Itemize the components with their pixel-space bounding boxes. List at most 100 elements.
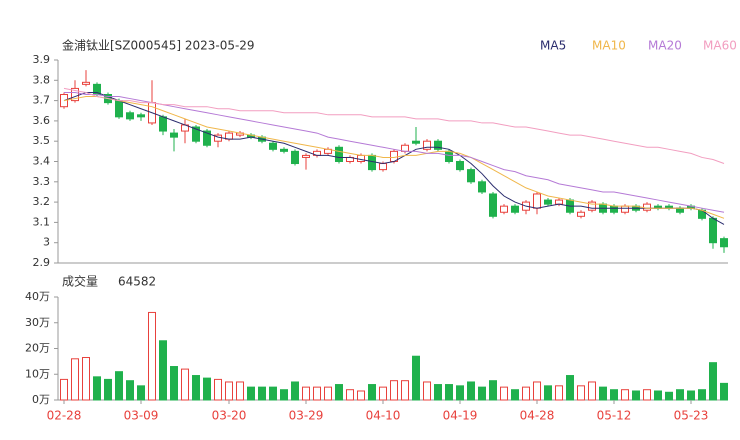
legend-entry: MA5 [540, 39, 566, 53]
volume-bar [159, 340, 167, 401]
volume-bar [412, 355, 420, 401]
candle-body [192, 126, 200, 142]
y-tick-label: 40万 [25, 290, 50, 303]
volume-bar [324, 386, 332, 401]
volume-bar [302, 386, 310, 401]
volume-bar [82, 357, 90, 401]
chart-title: 金浦钛业[SZ000545] 2023-05-29 [62, 38, 255, 53]
candle-body [577, 211, 585, 217]
ma-line [63, 91, 725, 225]
x-tick-label: 04-19 [443, 409, 478, 423]
volume-bar [390, 380, 398, 401]
ma-line [63, 87, 725, 164]
volume-bar [522, 386, 530, 401]
y-tick-label: 3.3 [33, 175, 51, 188]
volume-bar [434, 384, 442, 401]
candle-body [676, 207, 684, 213]
candle-body [335, 146, 343, 162]
volume-bar [533, 381, 541, 401]
y-tick-label: 3.8 [33, 73, 51, 86]
y-tick-label: 3.2 [33, 195, 51, 208]
y-tick-label: 20万 [25, 342, 50, 355]
volume-bar [137, 385, 145, 401]
y-tick-label: 3.5 [33, 134, 51, 147]
candle-body [423, 140, 431, 150]
candle-body [500, 205, 508, 213]
candle-body [456, 161, 464, 171]
volume-bar [566, 375, 574, 401]
volume-bar [489, 380, 497, 401]
volume-bar [500, 386, 508, 401]
volume-bar [71, 358, 79, 401]
candle-body [71, 87, 79, 102]
y-tick-label: 3.9 [33, 53, 51, 66]
y-tick-label: 3 [43, 236, 50, 249]
volume-bar [269, 386, 277, 401]
y-tick-label: 3.7 [33, 94, 51, 107]
volume-bar [115, 371, 123, 401]
candle-body [159, 116, 167, 132]
volume-bar [511, 389, 519, 401]
volume-bar [280, 389, 288, 401]
candle-body [643, 203, 651, 211]
volume-bar [225, 381, 233, 401]
volume-bar [170, 366, 178, 401]
volume-bar [423, 381, 431, 401]
x-tick-label: 05-23 [674, 409, 709, 423]
candle-body [511, 205, 519, 213]
volume-bar [555, 385, 563, 401]
volume-bar [368, 384, 376, 401]
volume-bar [643, 389, 651, 401]
volume-bar [192, 375, 200, 401]
volume-bar [148, 311, 156, 401]
y-tick-label: 2.9 [33, 256, 51, 269]
volume-bar [203, 377, 211, 401]
volume-bar [445, 384, 453, 401]
y-tick-label: 3.6 [33, 114, 51, 127]
volume-bar [335, 384, 343, 401]
x-tick-label: 03-20 [212, 409, 247, 423]
ma-line [63, 96, 725, 219]
candle-body [610, 205, 618, 213]
candle-body [203, 130, 211, 146]
volume-bar [687, 390, 695, 401]
volume-bar [698, 389, 706, 401]
candle-body [533, 193, 541, 209]
volume-bar [632, 390, 640, 401]
volume-bar [676, 389, 684, 401]
volume-bar [291, 381, 299, 401]
volume-bar [621, 389, 629, 401]
x-tick-label: 03-29 [289, 409, 324, 423]
volume-bar [478, 386, 486, 401]
candle-body [544, 199, 552, 205]
ma-line [64, 91, 725, 213]
candle-body [82, 81, 90, 85]
volume-bar [588, 381, 596, 401]
volume-bar [247, 386, 255, 401]
candle-body [280, 148, 288, 152]
candle-body [434, 140, 442, 150]
volume-bar [60, 378, 68, 401]
volume-bar [401, 380, 409, 401]
y-tick-label: 0万 [32, 393, 50, 406]
volume-bar [357, 390, 365, 401]
y-tick-label: 3.4 [33, 155, 51, 168]
legend-entry: MA20 [648, 39, 682, 53]
candle-body [60, 94, 68, 108]
candle-body [621, 205, 629, 213]
volume-bar [577, 385, 585, 401]
volume-bar [665, 391, 673, 401]
candle-body [115, 100, 123, 118]
x-tick-label: 03-09 [124, 409, 159, 423]
volume-bar [599, 386, 607, 401]
volume-bar [258, 386, 266, 401]
volume-bar [610, 389, 618, 401]
legend-entry: MA60 [703, 39, 737, 53]
candle-body [555, 199, 563, 205]
candle-body [368, 154, 376, 171]
y-tick-label: 10万 [25, 367, 50, 380]
x-tick-label: 05-12 [597, 409, 632, 423]
x-tick-label: 04-10 [366, 409, 401, 423]
volume-bar [544, 385, 552, 401]
